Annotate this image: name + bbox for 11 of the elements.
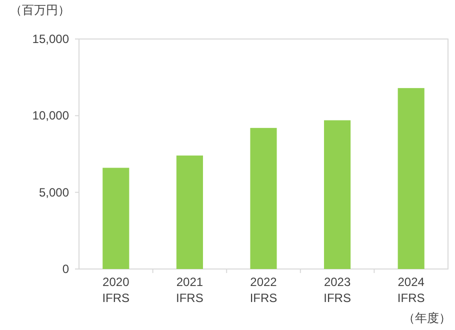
y-tick-label: 5,000 <box>38 185 70 200</box>
y-tick-label: 15,000 <box>32 32 70 46</box>
x-tick-label: 2023 IFRS <box>324 275 351 305</box>
x-tick-label: 2021 IFRS <box>176 275 204 305</box>
y-tick-label: 10,000 <box>32 108 70 123</box>
x-tick-label: 2024 IFRS <box>397 275 425 305</box>
x-tick-label: 2020 IFRS <box>102 275 130 305</box>
x-tick-label: 2022 IFRS <box>250 275 278 305</box>
y-axis-title: （百万円） <box>10 3 70 17</box>
x-axis-title: （年度） <box>403 311 451 325</box>
y-tick-label: 0 <box>62 262 70 276</box>
